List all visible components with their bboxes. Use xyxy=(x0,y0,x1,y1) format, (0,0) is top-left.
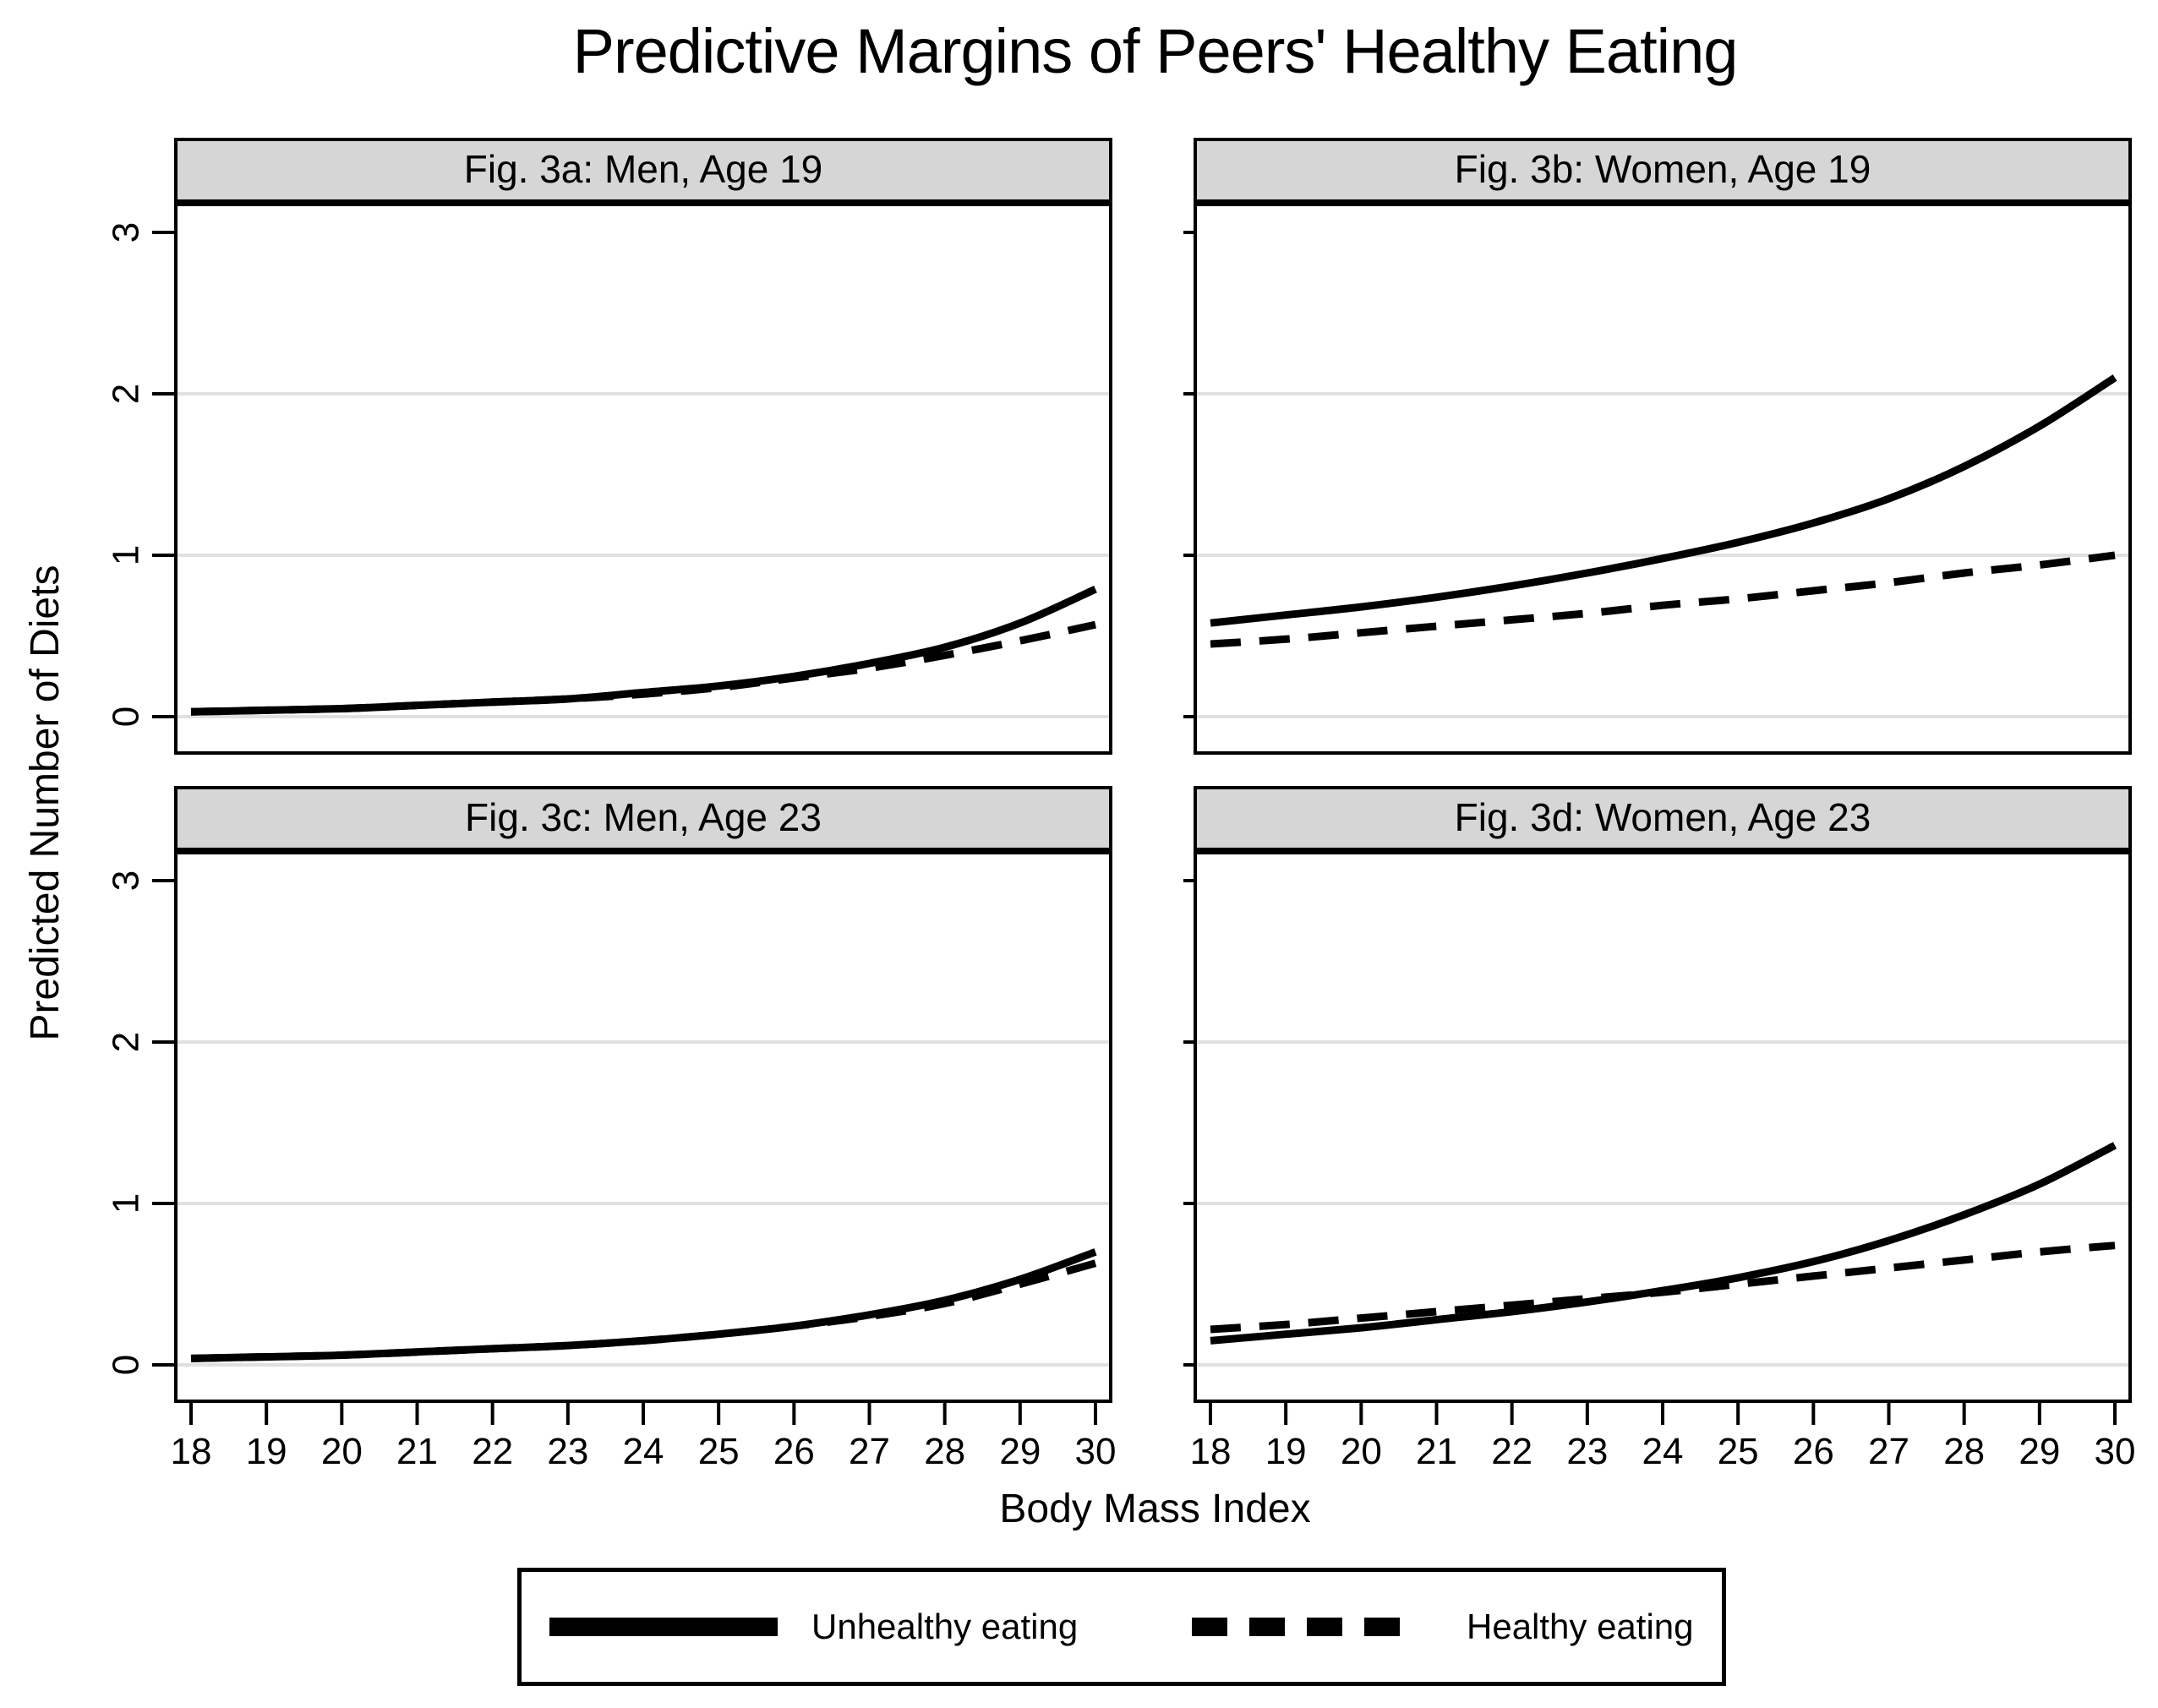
x-tick-label: 27 xyxy=(1868,1431,1909,1472)
y-tick-label: 3 xyxy=(106,222,147,243)
panel-plot-3a: 0 1 2 3 xyxy=(106,203,1112,755)
panel-plot-3b xyxy=(1183,203,2132,755)
x-tick-label: 21 xyxy=(1416,1431,1457,1472)
curve-healthy xyxy=(190,620,1096,716)
x-tick-label: 26 xyxy=(773,1431,815,1472)
curve-healthy xyxy=(1210,551,2116,648)
y-tick-label: 2 xyxy=(106,1032,147,1052)
panel-header-3a: Fig. 3a: Men, Age 19 xyxy=(174,138,1112,203)
curve-healthy xyxy=(190,1259,1097,1362)
x-tick-label: 29 xyxy=(999,1431,1041,1472)
curve-unhealthy xyxy=(1210,374,2117,627)
x-tick-label: 30 xyxy=(1075,1431,1117,1472)
panel-header-3d: Fig. 3d: Women, Age 23 xyxy=(1194,786,2132,851)
curve-healthy xyxy=(1210,1241,2116,1334)
legend-label-unhealthy: Unhealthy eating xyxy=(811,1607,1079,1646)
chart-title: Predictive Margins of Peers' Healthy Eat… xyxy=(572,16,1739,86)
x-tick-label: 22 xyxy=(1491,1431,1532,1472)
x-tick-label: 25 xyxy=(698,1431,740,1472)
y-tick-label: 1 xyxy=(106,1193,147,1214)
panel-plot-3d: 18 19 20 21 22 23 24 25 26 27 28 29 30 xyxy=(1183,851,2135,1472)
y-tick-label: 2 xyxy=(106,384,147,404)
x-tick-label: 20 xyxy=(321,1431,363,1472)
x-tick-label: 22 xyxy=(472,1431,513,1472)
x-tick-label: 21 xyxy=(396,1431,438,1472)
x-tick-label: 30 xyxy=(2095,1431,2136,1472)
x-tick-label: 25 xyxy=(1718,1431,1759,1472)
y-tick-label: 0 xyxy=(106,707,147,727)
x-tick-label: 23 xyxy=(1566,1431,1608,1472)
plot-background xyxy=(176,853,1111,1401)
x-tick-label: 18 xyxy=(171,1431,212,1472)
plot-frame xyxy=(174,203,1112,755)
x-tick-label: 24 xyxy=(1642,1431,1684,1472)
x-tick-label: 23 xyxy=(547,1431,588,1472)
x-tick-label: 28 xyxy=(924,1431,965,1472)
y-tick-label: 3 xyxy=(106,870,147,891)
legend-label-healthy: Healthy eating xyxy=(1467,1607,1694,1646)
plot-background xyxy=(1195,853,2130,1401)
x-tick-label: 24 xyxy=(623,1431,664,1472)
x-tick-label: 28 xyxy=(1943,1431,1985,1472)
y-axis-title: Predicted Number of Diets xyxy=(23,565,68,1041)
panel-header-3c: Fig. 3c: Men, Age 23 xyxy=(174,786,1112,851)
legend-dashed-line-swatch xyxy=(1192,1618,1420,1636)
x-axis-title: Body Mass Index xyxy=(999,1487,1311,1531)
x-tick-label: 19 xyxy=(1265,1431,1307,1472)
x-tick-label: 29 xyxy=(2019,1431,2060,1472)
x-tick-label: 27 xyxy=(849,1431,890,1472)
panel-header-3b: Fig. 3b: Women, Age 19 xyxy=(1194,138,2132,203)
y-tick-label: 0 xyxy=(106,1355,147,1375)
x-tick-label: 19 xyxy=(246,1431,287,1472)
legend-solid-line-swatch xyxy=(549,1618,778,1636)
plot-background xyxy=(176,205,1111,753)
x-tick-label: 20 xyxy=(1341,1431,1382,1472)
x-tick-label: 26 xyxy=(1793,1431,1834,1472)
y-tick-label: 1 xyxy=(106,545,147,565)
legend: Unhealthy eating Healthy eating xyxy=(517,1568,1726,1686)
plot-background xyxy=(1195,205,2130,753)
x-tick-label: 18 xyxy=(1190,1431,1232,1472)
plot-frame xyxy=(1194,203,2132,755)
